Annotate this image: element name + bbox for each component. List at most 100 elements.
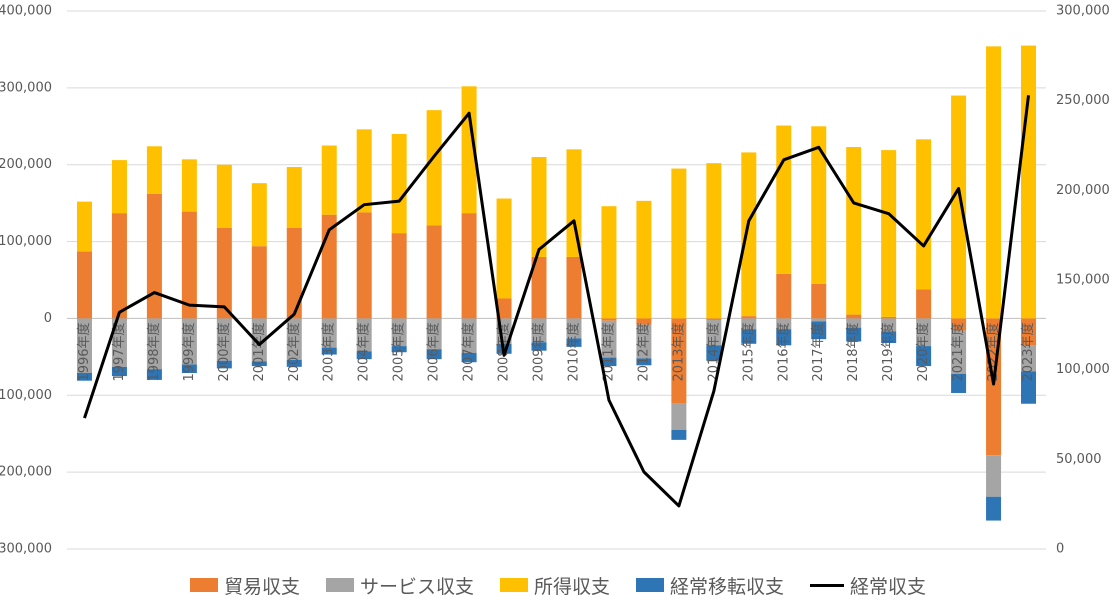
- left-axis-tick: -200,000: [0, 465, 52, 480]
- bar-segment: [706, 319, 722, 346]
- bar-segment: [76, 372, 92, 381]
- bar-segment: [146, 318, 162, 370]
- legend-swatch: [325, 578, 354, 592]
- bar-segment: [111, 160, 127, 214]
- bar-segment: [321, 145, 337, 215]
- bar-segment: [601, 206, 617, 319]
- bar-segment: [426, 110, 442, 226]
- bar-segment: [111, 318, 127, 367]
- bar-segment: [951, 318, 967, 331]
- x-axis-label: 2012年度: [635, 322, 651, 381]
- bar-segment: [181, 318, 197, 365]
- bar-segment: [916, 289, 932, 319]
- bar-segment: [566, 318, 582, 339]
- x-axis-label: 2010年度: [565, 322, 581, 381]
- right-axis-tick: 300,000: [1056, 4, 1110, 19]
- bar-segment: [146, 193, 162, 319]
- bar-segment: [461, 213, 477, 319]
- x-axis-labels: 1996年度 1997年度 1998年度 1999年度 2000年度 2001年度 2002…: [76, 322, 1036, 381]
- bar-segment: [146, 369, 162, 380]
- bar-segment: [496, 198, 512, 299]
- x-axis-label: 1998年度: [146, 322, 162, 381]
- bar-segment: [741, 316, 757, 319]
- left-axis-tick: -100,000: [0, 388, 52, 403]
- bar-segment: [216, 227, 232, 319]
- legend-item: サービス収支: [325, 572, 474, 599]
- bar-segment: [531, 318, 547, 343]
- right-axis-tick: 150,000: [1056, 273, 1110, 288]
- legend-swatch: [189, 578, 218, 592]
- bar-segment: [76, 251, 92, 319]
- bar-segment: [811, 321, 827, 340]
- bar-segment: [356, 129, 372, 213]
- legend-swatch: [499, 578, 528, 592]
- bar-segment: [986, 46, 1002, 319]
- bar-segment: [426, 225, 442, 319]
- left-axis-tick: 400,000: [0, 4, 52, 19]
- bar-segment: [846, 327, 862, 342]
- bar-segment: [881, 331, 897, 344]
- bar-segment: [741, 152, 757, 317]
- legend-label: サービス収支: [359, 575, 474, 598]
- bar-segment: [181, 364, 197, 373]
- bar-segment: [741, 329, 757, 344]
- current-account-line: [83, 95, 1031, 508]
- x-axis-label: 2013年度: [670, 322, 686, 381]
- bar-segment: [951, 95, 967, 319]
- bar-segment: [181, 211, 197, 319]
- bar-segment: [671, 403, 687, 430]
- x-axis-label: 2001年度: [251, 322, 267, 381]
- bar-segment: [706, 318, 722, 320]
- bar-segment: [881, 318, 897, 332]
- bar-segment: [531, 256, 547, 319]
- bar-segment: [846, 318, 862, 328]
- bar-segment: [531, 157, 547, 257]
- bar-segment: [671, 429, 687, 440]
- x-axis-label: 2017年度: [810, 322, 826, 381]
- x-axis-label: 2007年度: [461, 322, 477, 381]
- bar-segment: [461, 353, 477, 363]
- bar-segment: [601, 318, 617, 321]
- x-axis-label: 2006年度: [426, 322, 442, 381]
- x-axis-label: 2015年度: [740, 322, 756, 381]
- bar-segment: [1021, 345, 1037, 372]
- bar-segment: [321, 318, 337, 348]
- left-axis-tick: -300,000: [0, 542, 52, 557]
- bar-segment: [251, 318, 267, 362]
- legend-swatch: [636, 578, 664, 592]
- bar-segment: [321, 347, 337, 355]
- bar-segment: [76, 318, 92, 373]
- stacked-bar-line-chart: 1996年度 1997年度 1998年度 1999年度 2000年度 2001年度 2002…: [0, 4, 1110, 557]
- x-axis-label: 2009年度: [531, 322, 547, 381]
- bar-segment: [356, 212, 372, 319]
- legend-item: 貿易収支: [189, 572, 300, 599]
- bar-segment: [286, 227, 302, 319]
- bar-segment: [916, 318, 932, 347]
- x-axis-label: 1997年度: [111, 322, 127, 381]
- bar-segment: [776, 125, 792, 274]
- left-axis-tick-labels: 400,000 300,000 200,000 100,000 0 -100,000 -20…: [0, 4, 52, 557]
- x-axis-label: 2021年度: [950, 322, 966, 381]
- bar-segment: [461, 318, 477, 354]
- legend-swatch: [810, 583, 845, 587]
- bar-segment: [391, 346, 407, 353]
- bar-segment: [811, 283, 827, 319]
- x-axis-label: 1999年度: [181, 322, 197, 381]
- legend-item: 経常収支: [810, 572, 926, 599]
- legend-item: 所得収支: [499, 572, 610, 599]
- legend-item: 経常移転収支: [636, 572, 784, 599]
- right-axis-tick: 50,000: [1056, 452, 1102, 467]
- bar-segment: [601, 357, 617, 367]
- x-axis-label: 2004年度: [356, 322, 372, 381]
- bar-segment: [356, 351, 372, 360]
- bar-segment: [881, 316, 897, 319]
- bar-segment: [286, 167, 302, 228]
- legend-label: 貿易収支: [223, 575, 300, 598]
- x-axis-label: 2003年度: [321, 322, 337, 381]
- line-series: [83, 95, 1031, 508]
- bar-segment: [1021, 45, 1037, 319]
- bar-segment: [251, 361, 267, 367]
- left-axis-tick: 200,000: [0, 157, 52, 172]
- bar-segment: [916, 139, 932, 290]
